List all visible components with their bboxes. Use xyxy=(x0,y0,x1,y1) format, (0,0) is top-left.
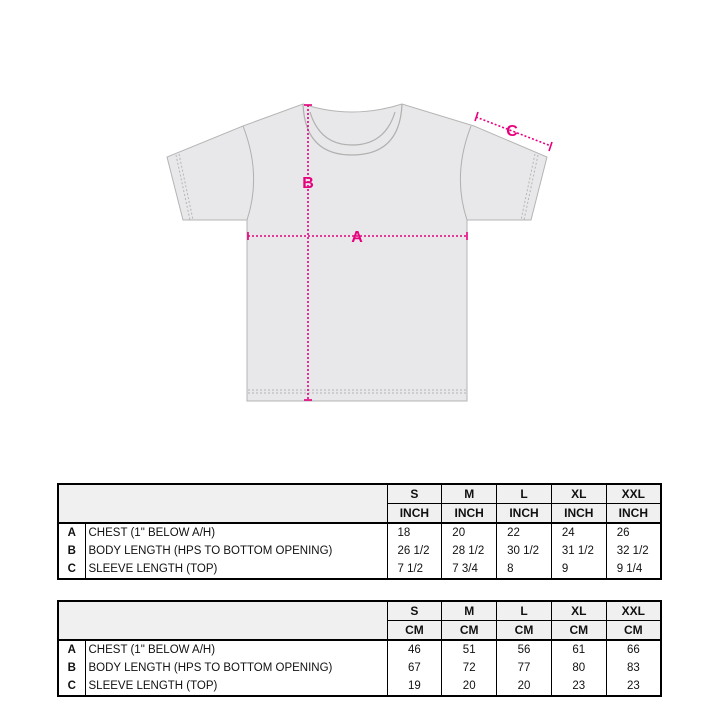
size-header: XL xyxy=(550,600,607,621)
cell-value: 67 xyxy=(386,659,443,677)
cell-value: 7 1/2 xyxy=(386,560,443,579)
size-header: XXL xyxy=(605,483,662,504)
row-letter: B xyxy=(58,659,86,677)
table-row: C SLEEVE LENGTH (TOP) 19 20 20 23 23 xyxy=(58,677,662,696)
label-b: B xyxy=(302,175,314,192)
cell-value: 26 1/2 xyxy=(386,542,443,560)
unit-header: INCH xyxy=(550,503,607,524)
cell-value: 23 xyxy=(550,677,607,696)
table-row: A CHEST (1" BELOW A/H) 46 51 56 61 66 xyxy=(58,639,662,659)
row-letter: C xyxy=(58,560,86,579)
row-label: CHEST (1" BELOW A/H) xyxy=(84,639,388,659)
cell-value: 32 1/2 xyxy=(605,542,662,560)
cell-value: 23 xyxy=(605,677,662,696)
cell-value: 56 xyxy=(496,639,552,659)
size-header: XXL xyxy=(605,600,662,621)
row-letter: A xyxy=(58,522,86,542)
size-header: M xyxy=(441,600,498,621)
cell-value: 72 xyxy=(441,659,498,677)
row-label: SLEEVE LENGTH (TOP) xyxy=(84,560,388,579)
unit-header: CM xyxy=(605,620,662,641)
unit-header: CM xyxy=(386,620,443,641)
row-label: BODY LENGTH (HPS TO BOTTOM OPENING) xyxy=(84,542,388,560)
cell-value: 9 1/4 xyxy=(605,560,662,579)
row-label: CHEST (1" BELOW A/H) xyxy=(84,522,388,542)
cell-value: 19 xyxy=(386,677,443,696)
cell-value: 31 1/2 xyxy=(550,542,607,560)
cell-value: 7 3/4 xyxy=(441,560,498,579)
cell-value: 28 1/2 xyxy=(441,542,498,560)
size-header: XL xyxy=(550,483,607,504)
row-label: SLEEVE LENGTH (TOP) xyxy=(84,677,388,696)
unit-header: CM xyxy=(496,620,552,641)
size-header: S xyxy=(386,600,443,621)
unit-header: INCH xyxy=(386,503,443,524)
cell-value: 77 xyxy=(496,659,552,677)
size-table-cm: S M L XL XXL CM CM CM CM CM A CHEST (1" … xyxy=(57,600,662,697)
table-row: B BODY LENGTH (HPS TO BOTTOM OPENING) 26… xyxy=(58,542,662,560)
left-armhole-seam xyxy=(242,125,255,221)
right-armhole-seam xyxy=(459,125,472,221)
table-row: A CHEST (1" BELOW A/H) 18 20 22 24 26 xyxy=(58,522,662,542)
cell-value: 20 xyxy=(441,677,498,696)
unit-header: INCH xyxy=(496,503,552,524)
row-label: BODY LENGTH (HPS TO BOTTOM OPENING) xyxy=(84,659,388,677)
cell-value: 30 1/2 xyxy=(496,542,552,560)
size-table-inch: S M L XL XXL INCH INCH INCH INCH INCH A … xyxy=(57,483,662,580)
cell-value: 51 xyxy=(441,639,498,659)
cell-value: 83 xyxy=(605,659,662,677)
header-blank xyxy=(57,600,388,641)
cell-value: 22 xyxy=(496,522,552,542)
cell-value: 18 xyxy=(386,522,443,542)
size-header: L xyxy=(496,483,552,504)
table-row: C SLEEVE LENGTH (TOP) 7 1/2 7 3/4 8 9 9 … xyxy=(58,560,662,579)
header-blank xyxy=(57,483,388,524)
size-header: M xyxy=(441,483,498,504)
cell-value: 9 xyxy=(550,560,607,579)
unit-header: CM xyxy=(550,620,607,641)
cell-value: 80 xyxy=(550,659,607,677)
unit-header: CM xyxy=(441,620,498,641)
cell-value: 24 xyxy=(550,522,607,542)
cell-value: 61 xyxy=(550,639,607,659)
tshirt-outline xyxy=(166,103,548,402)
row-letter: C xyxy=(58,677,86,696)
size-header: S xyxy=(386,483,443,504)
label-c: C xyxy=(506,123,518,140)
cell-value: 8 xyxy=(496,560,552,579)
row-letter: A xyxy=(58,639,86,659)
label-a: A xyxy=(351,229,363,246)
tshirt-diagram: B A C xyxy=(166,103,553,402)
cell-value: 66 xyxy=(605,639,662,659)
cell-value: 46 xyxy=(386,639,443,659)
unit-header: INCH xyxy=(441,503,498,524)
cell-value: 20 xyxy=(441,522,498,542)
row-letter: B xyxy=(58,542,86,560)
cell-value: 26 xyxy=(605,522,662,542)
cell-value: 20 xyxy=(496,677,552,696)
table-row: B BODY LENGTH (HPS TO BOTTOM OPENING) 67… xyxy=(58,659,662,677)
unit-header: INCH xyxy=(605,503,662,524)
size-header: L xyxy=(496,600,552,621)
